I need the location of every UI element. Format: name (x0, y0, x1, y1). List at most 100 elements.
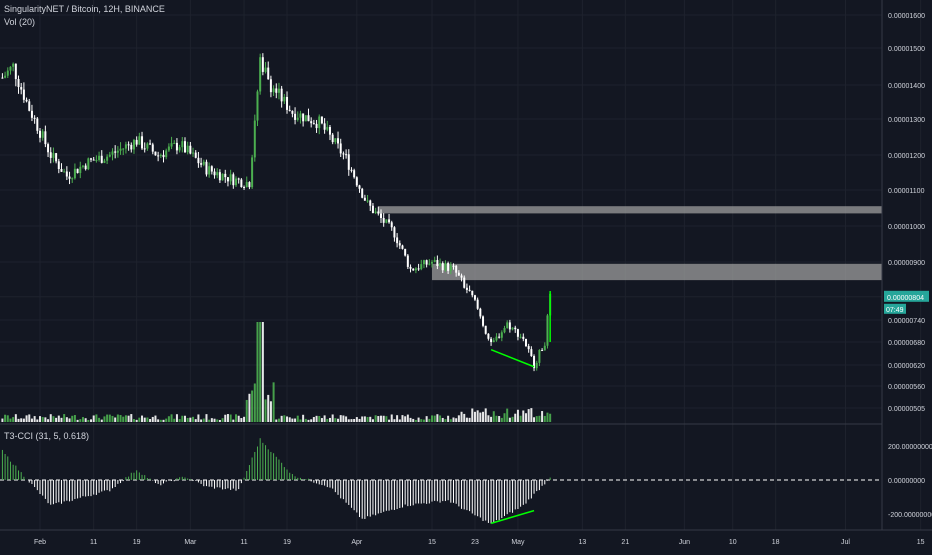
volume-bar (232, 419, 235, 422)
volume-bar (334, 418, 337, 422)
candle-body (328, 127, 331, 135)
volume-bar (533, 417, 536, 422)
volume-bar (417, 417, 420, 422)
volume-bar (382, 415, 385, 422)
candle-body (358, 185, 361, 189)
candle-body (318, 116, 321, 129)
candle-body (315, 123, 318, 129)
volume-bar (361, 416, 364, 422)
volume-bar (312, 417, 315, 422)
candle-body (68, 176, 71, 179)
candle-body (310, 121, 313, 124)
volume-bar (71, 415, 74, 422)
candle-body (197, 157, 200, 164)
candle-body (87, 158, 90, 170)
candle-body (81, 165, 84, 167)
volume-bar (339, 415, 342, 422)
volume-bar (229, 414, 232, 422)
price-tick-label: 0.00000680 (888, 340, 925, 347)
candle-body (55, 153, 58, 162)
candle-body (194, 152, 197, 158)
candle-body (47, 144, 50, 153)
candle-body (269, 79, 272, 93)
volume-bars (1, 322, 552, 422)
volume-bar (318, 416, 321, 422)
candle-body (79, 166, 82, 174)
volume-bar (302, 414, 305, 422)
candle-body (541, 350, 544, 352)
candle-body (49, 152, 52, 158)
time-tick-label: 13 (578, 539, 586, 546)
volume-bar (320, 418, 323, 422)
candles[interactable] (1, 53, 552, 372)
volume-bar (25, 415, 28, 422)
volume-bar (444, 419, 447, 422)
volume-bar (49, 414, 52, 422)
candle-body (307, 115, 310, 122)
candle-body (401, 245, 404, 249)
candle-body (353, 170, 356, 178)
volume-bar (119, 415, 122, 422)
candle-body (334, 138, 337, 143)
volume-bar (178, 419, 181, 422)
candle-body (154, 151, 157, 156)
candle-body (366, 200, 369, 202)
volume-bar (269, 401, 272, 422)
volume-bar (256, 322, 259, 422)
volume-bar (151, 416, 154, 422)
volume-bar (379, 415, 382, 422)
candle-body (20, 87, 23, 90)
candle-body (379, 213, 382, 218)
candle-body (508, 322, 511, 330)
candle-body (280, 88, 283, 102)
volume-bar (65, 417, 68, 422)
osc-tick-label: 200.00000000 (888, 444, 932, 451)
volume-bar (202, 418, 205, 422)
candle-body (444, 263, 447, 271)
volume-bar (449, 419, 452, 422)
time-tick-label: Jun (679, 539, 690, 546)
volume-bar (374, 415, 377, 422)
price-tick-label: 0.00001000 (888, 224, 925, 231)
candle-body (439, 263, 442, 266)
time-tick-label: 15 (428, 539, 436, 546)
candle-body (210, 166, 213, 172)
price-tick-label: 0.00001300 (888, 117, 925, 124)
time-tick-label: Apr (351, 539, 363, 546)
volume-bar (259, 322, 262, 422)
volume-bar (143, 417, 146, 422)
time-tick-label: Feb (34, 539, 46, 546)
volume-bar (122, 416, 125, 422)
candle-body (267, 67, 270, 80)
candle-body (296, 117, 299, 120)
candle-body (449, 265, 452, 271)
volume-bar (425, 416, 428, 422)
candle-body (192, 152, 195, 154)
volume-bar (436, 414, 439, 422)
volume-bar (33, 416, 36, 422)
volume-bar (288, 417, 291, 422)
candle-body (251, 157, 254, 188)
candle-body (294, 113, 297, 120)
candle-body (95, 159, 98, 161)
candle-body (63, 171, 66, 173)
candle-body (331, 134, 334, 143)
candle-body (312, 123, 315, 125)
candle-body (369, 200, 372, 206)
candle-body (116, 150, 119, 153)
candle-body (218, 172, 221, 181)
candle-body (533, 356, 536, 369)
volume-bar (264, 399, 267, 422)
volume-bar (245, 399, 248, 422)
candle-body (452, 265, 455, 267)
candle-body (159, 154, 162, 156)
volume-bar (183, 415, 186, 422)
volume-bar (511, 416, 514, 422)
candle-body (538, 350, 541, 363)
volume-bar (420, 419, 423, 422)
volume-bar (9, 418, 12, 422)
candle-body (1, 77, 4, 79)
volume-bar (44, 417, 47, 422)
